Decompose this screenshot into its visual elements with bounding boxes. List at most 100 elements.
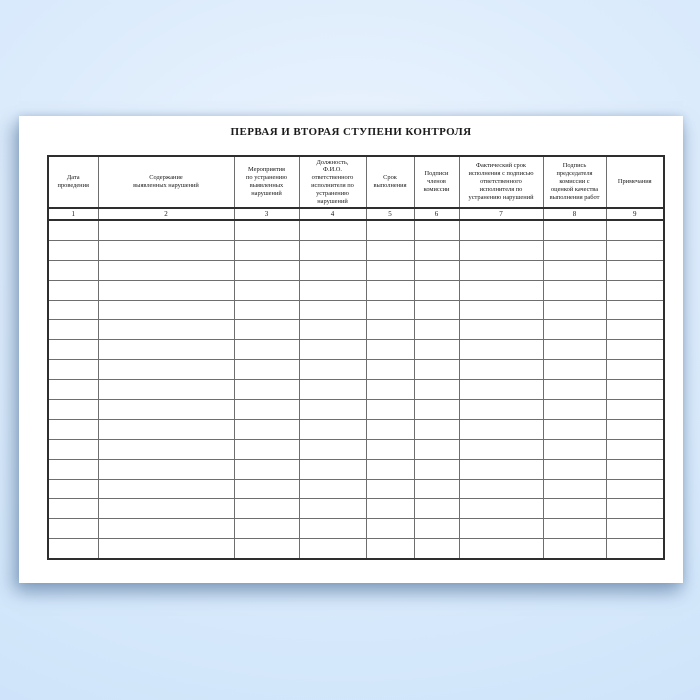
table-row [47,239,665,261]
empty-cell [542,239,607,261]
empty-cell [413,239,460,261]
table-row [47,279,665,301]
empty-cell [605,478,665,500]
document-page: ПЕРВАЯ И ВТОРАЯ СТУПЕНИ КОНТРОЛЯ Дата пр… [19,116,683,583]
empty-cell [97,379,235,401]
empty-cell [458,518,544,540]
empty-cell [298,458,367,480]
empty-cell [458,478,544,500]
empty-cell [542,299,607,321]
table-row [47,379,665,401]
empty-cell [605,418,665,440]
table-row [47,438,665,460]
empty-cell [542,438,607,460]
column-header-8: Подпись председателя комиссии с оценкой … [542,155,607,209]
empty-cell [47,438,99,460]
empty-cell [542,319,607,341]
empty-cell [365,319,415,341]
empty-cell [605,438,665,460]
empty-cell [47,339,99,361]
empty-cell [458,299,544,321]
empty-cell [458,418,544,440]
empty-cell [97,538,235,560]
empty-cell [458,259,544,281]
empty-cell [605,399,665,420]
empty-cell [47,418,99,440]
empty-cell [542,359,607,381]
column-number-1: 1 [47,207,99,221]
empty-cell [365,518,415,540]
empty-cell [47,518,99,540]
empty-cell [605,359,665,381]
empty-cell [298,379,367,401]
empty-cell [413,299,460,321]
empty-cell [458,438,544,460]
empty-cell [542,458,607,480]
empty-cell [233,538,300,560]
column-number-2: 2 [97,207,235,221]
column-header-4: Должность, Ф.И.О. ответственного исполни… [298,155,367,209]
table-row [47,518,665,540]
empty-cell [365,478,415,500]
empty-cell [233,319,300,341]
empty-cell [97,319,235,341]
empty-cell [47,458,99,480]
empty-cell [298,359,367,381]
table-header-row: Дата проведения Содержание выявленных нар… [47,155,665,209]
empty-cell [413,458,460,480]
empty-cell [298,399,367,420]
empty-cell [413,438,460,460]
empty-cell [605,339,665,361]
column-number-3: 3 [233,207,300,221]
empty-cell [97,478,235,500]
column-number-9: 9 [605,207,665,221]
empty-cell [605,538,665,560]
empty-cell [413,319,460,341]
empty-cell [605,239,665,261]
empty-cell [298,279,367,301]
empty-cell [233,239,300,261]
empty-cell [413,478,460,500]
empty-cell [298,518,367,540]
table-row [47,299,665,321]
empty-cell [97,219,235,241]
empty-cell [542,518,607,540]
empty-cell [233,299,300,321]
control-journal-table: Дата проведения Содержание выявленных нар… [47,155,665,561]
empty-cell [233,339,300,361]
table-row [47,259,665,281]
empty-cell [233,478,300,500]
empty-cell [365,538,415,560]
column-number-6: 6 [413,207,460,221]
column-number-8: 8 [542,207,607,221]
empty-cell [365,279,415,301]
column-header-6: Подписи членов комиссии [413,155,460,209]
empty-cell [97,279,235,301]
empty-cell [298,538,367,560]
empty-cell [413,498,460,520]
empty-cell [47,498,99,520]
empty-cell [413,538,460,560]
table-row [47,359,665,381]
empty-cell [365,299,415,321]
empty-cell [365,339,415,361]
empty-cell [605,518,665,540]
empty-cell [298,438,367,460]
empty-cell [298,418,367,440]
empty-cell [605,299,665,321]
empty-cell [47,359,99,381]
empty-cell [298,339,367,361]
empty-cell [365,379,415,401]
empty-cell [233,279,300,301]
column-header-1: Дата проведения [47,155,99,209]
empty-cell [413,359,460,381]
empty-cell [413,219,460,241]
empty-cell [413,259,460,281]
empty-cell [233,379,300,401]
empty-cell [97,299,235,321]
empty-cell [365,418,415,440]
table-row [47,399,665,420]
column-header-2: Содержание выявленных нарушений [97,155,235,209]
empty-cell [97,458,235,480]
